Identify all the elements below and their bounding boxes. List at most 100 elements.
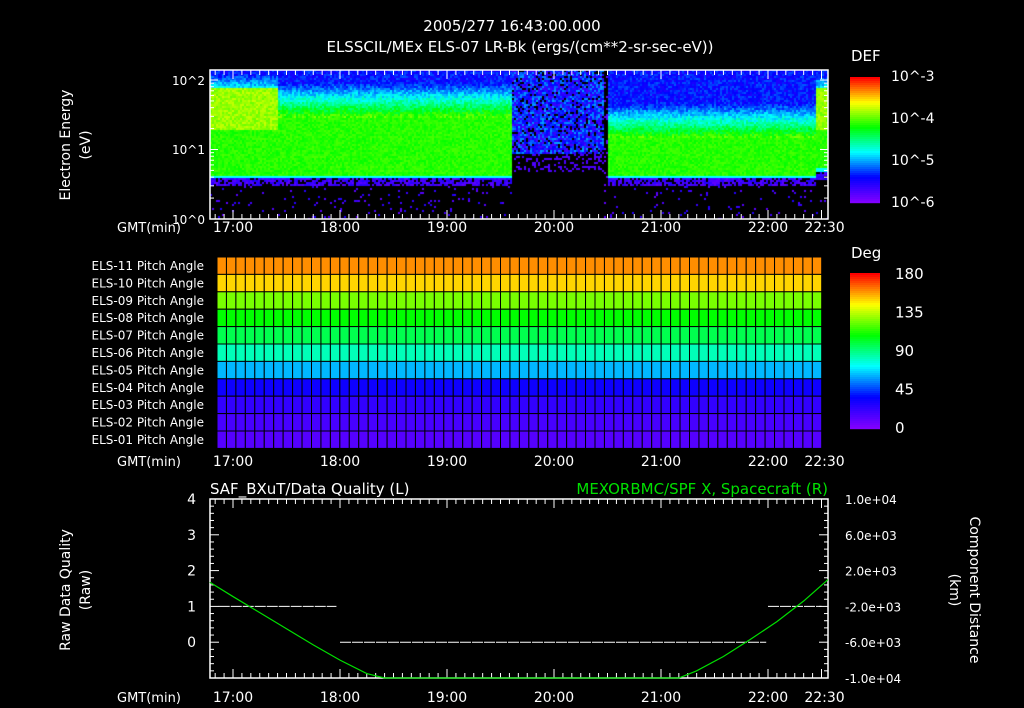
pitch-angle-cell [745, 291, 757, 310]
pitch-angle-cell [216, 378, 227, 397]
pitch-angle-cell [745, 308, 757, 328]
pitch-angle-cell [282, 430, 294, 449]
pitch-angle-cell [225, 256, 237, 275]
pitch-angle-cell [339, 326, 350, 345]
colorbar-segment [850, 81, 880, 84]
time-tick-label: 17:00 [213, 220, 253, 236]
right-tick-label: 1.0e+04 [845, 493, 897, 507]
pitch-angle-cell [301, 256, 312, 275]
pitch-angle-cell [244, 256, 256, 275]
colorbar-segment [850, 365, 880, 368]
pitch-angle-cell [594, 256, 605, 275]
pitch-angle-cell [235, 395, 246, 415]
pitch-angle-cell [471, 360, 483, 380]
pitch-angle-cell [471, 326, 483, 345]
pitch-angle-cell [651, 413, 662, 432]
time-axis-title: GMT(min) [117, 455, 181, 470]
pitch-angle-cell [414, 378, 426, 397]
pitch-angle-cell [651, 256, 662, 275]
pitch-angle-cell [726, 430, 738, 449]
time-tick-label: 18:00 [320, 690, 360, 706]
colorbar-segment [850, 379, 880, 382]
pitch-angle-cell [566, 378, 577, 397]
pitch-angle-cell [575, 360, 587, 380]
pitch-angle-cell [566, 256, 577, 275]
pitch-angle-cell [500, 413, 511, 432]
pitch-angle-cell [471, 378, 483, 397]
pitch-angle-cell [632, 343, 643, 362]
pitch-angle-cell [424, 378, 435, 397]
pitch-angle-cell [481, 360, 492, 380]
pitch-angle-cell [717, 430, 728, 449]
pitch-angle-cell [774, 413, 785, 432]
pitch-angle-cell [367, 378, 379, 397]
pitch-angle-cell [707, 430, 719, 449]
pitch-angle-cell [651, 360, 662, 380]
pitch-angle-cell [641, 308, 653, 328]
deg-tick-label: 135 [895, 304, 924, 322]
left-axis-label-2: (Raw) [78, 570, 94, 610]
colorbar-segment [850, 173, 880, 176]
pitch-angle-cell [500, 343, 511, 362]
pitch-angle-cell [528, 308, 539, 328]
pitch-angle-cell [622, 395, 634, 415]
pitch-angle-cell [273, 360, 284, 380]
pitch-angle-cell [377, 326, 388, 345]
pitch-angle-cell [358, 360, 369, 380]
pitch-angle-cell [405, 413, 416, 432]
pitch-angle-cell [500, 326, 511, 345]
pitch-angle-cell [660, 343, 672, 362]
pitch-angle-cell [386, 395, 398, 415]
pitch-angle-cell [320, 256, 331, 275]
pitch-angle-cell [575, 378, 587, 397]
time-tick-label: 22:30 [804, 690, 844, 706]
pitch-angle-cell [282, 413, 294, 432]
pitch-angle-cell [707, 308, 719, 328]
pitch-angle-cell [811, 326, 823, 345]
def-colorbar [850, 77, 880, 204]
pitch-angle-cell [537, 413, 549, 432]
pitch-angle-cell [452, 256, 464, 275]
pitch-angle-cell [235, 360, 246, 380]
pitch-angle-cell [622, 413, 634, 432]
pitch-angle-cell [783, 395, 794, 415]
colorbar-segment [850, 317, 880, 320]
pitch-angle-cell [679, 273, 690, 293]
pitch-angle-cell [632, 395, 643, 415]
colorbar-segment [850, 399, 880, 402]
pitch-angle-row-label: ELS-05 Pitch Angle [92, 363, 204, 377]
pitch-angle-cell [396, 378, 407, 397]
pitch-angle-cell [689, 395, 700, 415]
pitch-angle-cell [471, 430, 483, 449]
pitch-angle-cell [500, 291, 511, 310]
pitch-angle-cell [556, 291, 568, 310]
colorbar-segment [850, 87, 880, 90]
colorbar-segment [850, 319, 880, 322]
colorbar-segment [850, 277, 880, 280]
colorbar-segment [850, 113, 880, 116]
pitch-angle-cell [301, 430, 312, 449]
pitch-angle-cell [670, 273, 681, 293]
pitch-angle-cell [679, 343, 690, 362]
pitch-angle-cell [462, 273, 473, 293]
pitch-angle-cell [424, 256, 435, 275]
pitch-angle-cell [386, 308, 398, 328]
pitch-angle-cell [396, 360, 407, 380]
pitch-angle-cell [263, 360, 275, 380]
colorbar-segment [850, 347, 880, 350]
pitch-angle-cell [594, 343, 605, 362]
pitch-angle-cell [329, 360, 341, 380]
pitch-angle-cell [622, 343, 634, 362]
pitch-angle-cell [783, 413, 794, 432]
pitch-angle-cell [471, 256, 483, 275]
pitch-angle-cell [622, 308, 634, 328]
def-tick-label: 10^-6 [891, 195, 935, 211]
pitch-angle-cell [660, 360, 672, 380]
pitch-angle-cell [424, 413, 435, 432]
pitch-angle-cell [443, 360, 454, 380]
pitch-angle-cell [414, 343, 426, 362]
colorbar-segment [850, 427, 880, 430]
pitch-angle-cell [566, 430, 577, 449]
pitch-angle-cell [689, 378, 700, 397]
pitch-angle-cell [329, 291, 341, 310]
